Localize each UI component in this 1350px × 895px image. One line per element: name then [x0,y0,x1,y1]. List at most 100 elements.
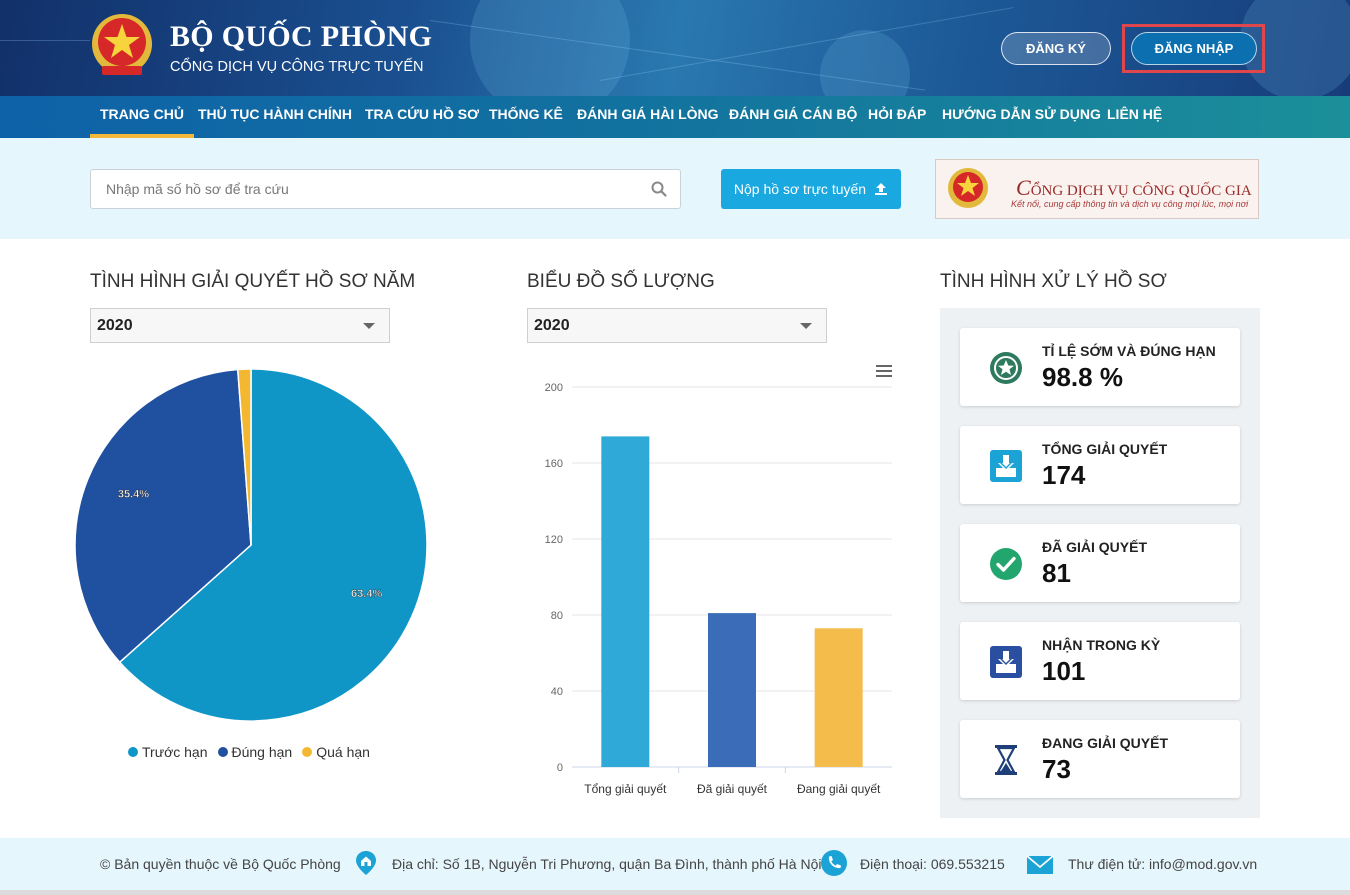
location-pin-icon [356,851,376,875]
nav-item-lookup[interactable]: TRA CỨU HỒ SƠ [365,106,480,122]
stat-value: 98.8 % [1042,362,1123,392]
phone-icon [821,850,847,876]
stat-label: TỔNG GIẢI QUYẾT [1042,441,1168,457]
badge-star-icon [990,352,1022,384]
stat-value: 101 [1042,656,1086,686]
submit-online-label: Nộp hồ sơ trực tuyến [733,181,867,197]
search-box [90,169,681,209]
search-input[interactable] [91,170,631,208]
email-icon[interactable] [1026,851,1054,879]
footer-copyright: © Bản quyền thuộc về Bộ Quốc Phòng [100,856,341,872]
stat-card-resolved[interactable]: ĐÃ GIẢI QUYẾT 81 [960,524,1240,602]
legend-label: Trước hạn [142,744,208,760]
legend-item[interactable]: Quá hạn [302,744,370,760]
upload-icon [875,183,888,195]
login-highlight-frame: ĐĂNG NHẬP [1122,24,1265,73]
stats-panel: TỈ LỆ SỚM VÀ ĐÚNG HẠN 98.8 % TỔNG GIẢI Q… [940,308,1260,818]
footer-phone: Điện thoại: 069.553215 [860,856,1005,872]
nav-item-statistics[interactable]: THỐNG KÊ [489,106,563,122]
stat-label: ĐÃ GIẢI QUYẾT [1042,539,1148,555]
bar-chart: 0 40 80 120 160 200 Tổng giải quyết Đã giải quy… [545,365,892,796]
bar-year-value: 2020 [534,317,570,334]
x-tick-label: Đã giải quyết [697,782,768,796]
national-portal-banner[interactable]: CỔNG DỊCH VỤ CÔNG QUỐC GIA Kết nối, cung… [935,159,1259,219]
nav-item-procedures[interactable]: THỦ TỤC HÀNH CHÍNH [198,106,352,122]
stat-card-received[interactable]: NHẬN TRONG KỲ 101 [960,622,1240,700]
bar[interactable] [708,613,756,767]
decor-glow [470,0,630,96]
national-emblem-icon [948,168,988,208]
stat-card-on-time-rate[interactable]: TỈ LỆ SỚM VÀ ĐÚNG HẠN 98.8 % [960,328,1240,406]
legend-dot [217,747,228,757]
pie-year-value: 2020 [97,317,133,334]
legend-dot [302,747,313,757]
national-emblem-logo[interactable] [88,12,156,80]
y-tick-label: 0 [557,762,563,774]
inbox-download-icon [990,646,1022,678]
nav-item-faq[interactable]: HỎI ĐÁP [868,106,927,122]
search-icon[interactable] [651,181,667,197]
hourglass-icon [995,745,1017,775]
legend-label: Đúng hạn [231,744,293,760]
chevron-down-icon [800,323,812,329]
pie-slice-label: 35.4% [118,489,149,501]
decor-glow [820,30,910,96]
nav-item-contact[interactable]: LIÊN HỆ [1107,106,1163,122]
footer-email[interactable]: Thư điện tử: info@mod.gov.vn [1068,856,1258,872]
legend-label: Quá hạn [316,744,370,760]
decor-line [0,40,90,41]
y-tick-label: 80 [551,610,563,622]
banner-tagline: Kết nối, cung cấp thông tin và dịch vụ c… [1011,199,1249,209]
nav-item-guide[interactable]: HƯỚNG DẪN SỬ DỤNG [942,106,1101,122]
y-tick-label: 40 [551,686,563,698]
bar[interactable] [601,436,650,767]
stat-value: 73 [1042,754,1071,784]
bar-year-select[interactable]: 2020 [527,308,827,343]
check-circle-icon [990,548,1022,580]
site-header: BỘ QUỐC PHÒNG CỔNG DỊCH VỤ CÔNG TRỰC TUY… [0,0,1350,96]
register-button[interactable]: ĐĂNG KÝ [1001,32,1111,65]
decor-glow [1240,0,1350,96]
stat-card-in-progress[interactable]: ĐANG GIẢI QUYẾT 73 [960,720,1240,798]
legend-dot [128,747,138,757]
chevron-down-icon [363,323,375,329]
stat-label: TỈ LỆ SỚM VÀ ĐÚNG HẠN [1042,343,1216,359]
legend-item[interactable]: Đúng hạn [217,744,293,760]
nav-item-satisfaction[interactable]: ĐÁNH GIÁ HÀI LÒNG [577,106,719,122]
inbox-download-icon [990,450,1022,482]
brand-title[interactable]: BỘ QUỐC PHÒNG [170,20,433,53]
bar[interactable] [814,628,863,767]
bar-section-title: BIỂU ĐỒ SỐ LƯỢNG [527,271,715,292]
search-band: Nộp hồ sơ trực tuyến CỔNG DỊCH VỤ CÔNG Q… [0,138,1350,239]
brand-subtitle: CỔNG DỊCH VỤ CÔNG TRỰC TUYẾN [170,59,424,75]
pie-legend: Trước hạn Đúng hạn Quá hạn [128,744,370,760]
y-tick-label: 200 [545,382,563,394]
y-tick-label: 120 [545,534,563,546]
pie-slice[interactable] [74,368,252,664]
decor-line [599,7,1014,81]
bottom-scrollbar-strip [0,890,1350,895]
nav-item-staff-rating[interactable]: ĐÁNH GIÁ CÁN BỘ [729,106,858,122]
stats-section-title: TÌNH HÌNH XỬ LÝ HỒ SƠ [940,271,1167,292]
pie-year-select[interactable]: 2020 [90,308,390,343]
legend-item[interactable]: Trước hạn [128,744,208,760]
pie-slice[interactable] [236,368,252,546]
y-tick-label: 160 [545,458,563,470]
x-tick-label: Đang giải quyết [797,782,881,796]
x-tick-label: Tổng giải quyết [584,782,667,796]
pie-slice-label: 63.4% [351,588,382,600]
stat-label: ĐANG GIẢI QUYẾT [1042,735,1169,751]
stat-label: NHẬN TRONG KỲ [1042,637,1161,653]
pie-section-title: TÌNH HÌNH GIẢI QUYẾT HỒ SƠ NĂM [90,271,416,292]
submit-online-button[interactable]: Nộp hồ sơ trực tuyến [721,169,901,209]
banner-title: CỔNG DỊCH VỤ CÔNG QUỐC GIA [1016,175,1252,200]
stat-value: 81 [1042,558,1071,588]
site-footer: © Bản quyền thuộc về Bộ Quốc Phòng Địa c… [0,838,1350,890]
nav-item-home[interactable]: TRANG CHỦ [90,96,194,138]
stat-card-total[interactable]: TỔNG GIẢI QUYẾT 174 [960,426,1240,504]
pie-slice[interactable] [118,368,428,722]
chart-menu-icon[interactable] [876,365,892,377]
login-button[interactable]: ĐĂNG NHẬP [1131,32,1257,65]
stat-value: 174 [1042,460,1086,490]
footer-address: Địa chỉ: Số 1B, Nguyễn Tri Phương, quận … [392,856,822,872]
